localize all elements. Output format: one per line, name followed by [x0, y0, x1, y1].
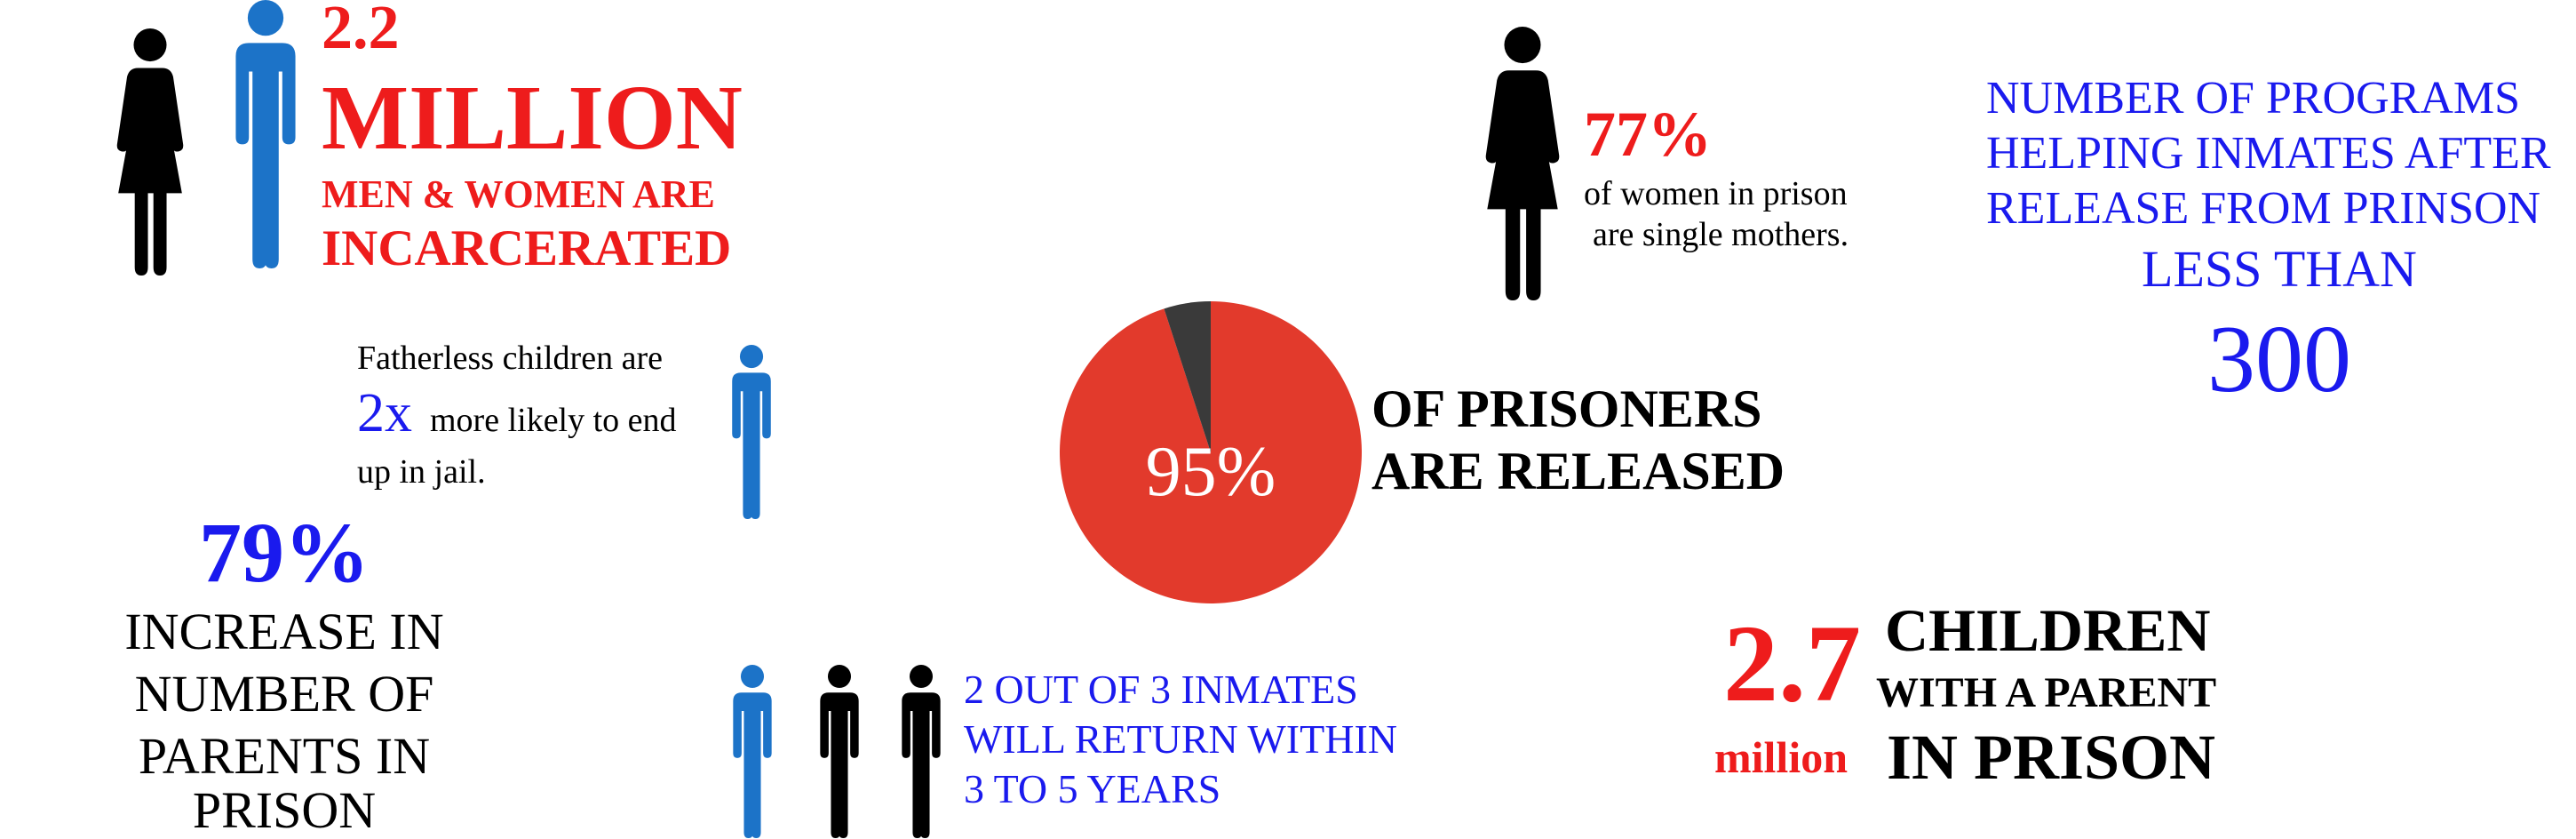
parents-increase-line1: INCREASE IN	[124, 603, 444, 660]
programs-line4: LESS THAN	[2142, 240, 2417, 298]
incarcerated-line2: INCARCERATED	[322, 220, 732, 276]
single-mothers-line1: of women in prison	[1584, 175, 1848, 212]
man-icon	[235, 0, 296, 268]
single-mothers-line2: are single mothers.	[1593, 216, 1849, 253]
programs-number: 300	[2207, 307, 2351, 412]
children-line1: CHILDREN	[1885, 596, 2211, 664]
parents-increase-line3: PARENTS IN	[138, 727, 431, 785]
parents-increase-percent: 79%	[199, 505, 370, 600]
pie-slice-not-released	[1164, 301, 1211, 452]
recidivism-line1: 2 OUT OF 3 INMATES	[964, 667, 1358, 712]
fatherless-line3: up in jail.	[357, 453, 486, 491]
children-number: 2.7	[1723, 603, 1861, 724]
released-line2: ARE RELEASED	[1371, 442, 1785, 500]
parents-increase-line4: PRISON	[192, 781, 377, 839]
recidivism-line3: 3 TO 5 YEARS	[964, 766, 1221, 811]
released-line1: OF PRISONERS	[1371, 380, 1762, 438]
incarcerated-number: 2.2	[322, 0, 400, 62]
fatherless-line1: Fatherless children are	[357, 340, 663, 377]
incarcerated-line1: MEN & WOMEN ARE	[322, 172, 715, 216]
woman-icon	[116, 28, 184, 276]
parents-increase-line2: NUMBER OF	[134, 665, 434, 723]
released-pie-chart	[1060, 301, 1362, 603]
man-icon	[820, 665, 859, 838]
woman-icon	[1485, 27, 1560, 300]
fatherless-multiplier: 2x	[357, 383, 412, 443]
man-icon	[733, 665, 772, 838]
released-percent-label: 95%	[1145, 433, 1276, 511]
man-icon	[902, 665, 941, 838]
recidivism-line2: WILL RETURN WITHIN	[964, 716, 1397, 762]
incarcerated-unit: MILLION	[322, 67, 743, 169]
man-icon	[732, 345, 771, 519]
fatherless-line2: more likely to end	[430, 402, 677, 439]
programs-line3: RELEASE FROM PRINSON	[1986, 183, 2541, 234]
programs-line2: HELPING INMATES AFTER	[1986, 128, 2551, 179]
children-line2: WITH A PARENT	[1876, 669, 2217, 716]
programs-line1: NUMBER OF PROGRAMS	[1986, 73, 2521, 124]
single-mothers-percent: 77%	[1584, 99, 1712, 170]
children-line3: IN PRISON	[1887, 722, 2216, 793]
children-unit: million	[1714, 732, 1849, 782]
